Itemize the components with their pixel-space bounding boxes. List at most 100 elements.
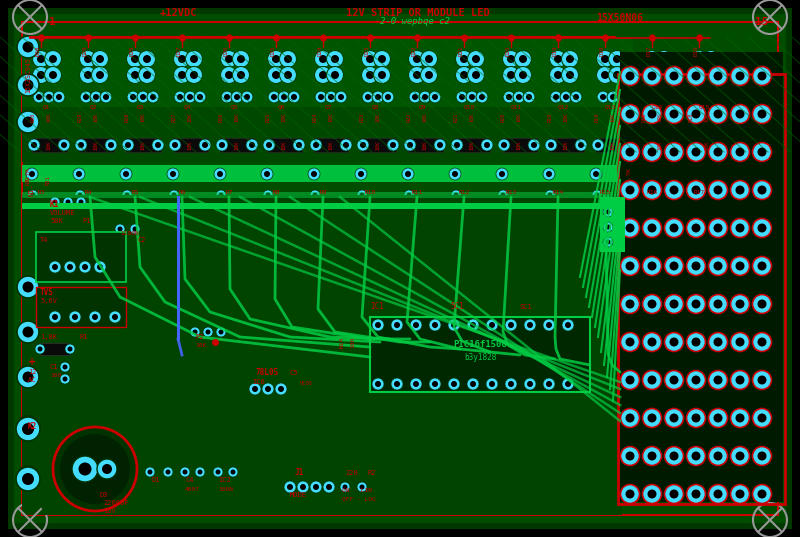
Text: N14: N14 (340, 337, 345, 348)
Circle shape (642, 192, 646, 198)
Text: D29: D29 (82, 45, 87, 55)
Circle shape (595, 142, 601, 148)
Circle shape (709, 294, 727, 314)
Circle shape (102, 464, 112, 474)
Text: 10K: 10K (470, 140, 474, 150)
Circle shape (730, 409, 750, 427)
Circle shape (735, 490, 745, 498)
Circle shape (216, 327, 226, 337)
Circle shape (62, 365, 67, 369)
Circle shape (714, 375, 722, 384)
Text: NI-: NI- (28, 183, 34, 196)
Text: D17: D17 (646, 45, 651, 55)
Circle shape (562, 319, 574, 331)
Circle shape (547, 192, 553, 198)
Circle shape (642, 294, 662, 314)
Circle shape (291, 94, 297, 100)
Text: 2200UF: 2200UF (103, 500, 129, 506)
Circle shape (665, 219, 683, 237)
Circle shape (670, 300, 678, 308)
Circle shape (714, 413, 722, 423)
Circle shape (404, 190, 414, 200)
Circle shape (714, 94, 720, 100)
Circle shape (17, 321, 39, 343)
Circle shape (310, 481, 322, 493)
Circle shape (313, 142, 319, 148)
Text: Q7: Q7 (324, 105, 332, 110)
Circle shape (498, 190, 508, 200)
Text: D30: D30 (35, 45, 41, 55)
Circle shape (195, 467, 205, 477)
Text: 4.7K: 4.7K (26, 166, 30, 182)
Text: 10K: 10K (141, 140, 146, 150)
Text: 10K: 10K (94, 112, 98, 122)
Circle shape (266, 192, 270, 198)
Circle shape (626, 490, 634, 498)
Text: 12V STRIP OR MODULE LED: 12V STRIP OR MODULE LED (346, 8, 490, 18)
Circle shape (758, 452, 766, 461)
Circle shape (711, 91, 723, 103)
Circle shape (665, 294, 683, 314)
Bar (36, 232, 126, 282)
Circle shape (224, 94, 230, 100)
Circle shape (225, 71, 233, 79)
Circle shape (56, 94, 62, 100)
Circle shape (78, 192, 82, 198)
Bar (22, 195, 622, 515)
Circle shape (43, 91, 55, 103)
Circle shape (455, 50, 473, 68)
Circle shape (514, 50, 531, 68)
Circle shape (75, 139, 87, 151)
Circle shape (686, 105, 706, 124)
Circle shape (610, 94, 616, 100)
Circle shape (600, 94, 606, 100)
Text: R31: R31 (46, 175, 51, 185)
Circle shape (171, 192, 177, 198)
Circle shape (691, 490, 701, 498)
Circle shape (335, 91, 347, 103)
Circle shape (50, 197, 60, 207)
Circle shape (22, 281, 34, 293)
Circle shape (597, 50, 614, 68)
Text: R29: R29 (78, 112, 82, 122)
Text: Q13: Q13 (604, 105, 616, 110)
Circle shape (467, 319, 479, 331)
Circle shape (66, 200, 70, 205)
Text: +: + (28, 357, 36, 367)
Circle shape (382, 91, 394, 103)
Text: R24: R24 (313, 112, 318, 122)
Bar (22, 165, 633, 182)
Circle shape (391, 378, 403, 390)
Circle shape (76, 171, 82, 177)
Circle shape (323, 481, 335, 493)
Circle shape (244, 94, 250, 100)
Circle shape (52, 314, 58, 320)
Circle shape (753, 67, 771, 85)
Circle shape (758, 413, 766, 423)
Text: D26: D26 (223, 45, 229, 55)
Text: 100: 100 (50, 373, 62, 378)
Circle shape (405, 171, 411, 177)
Circle shape (267, 67, 285, 83)
Bar (22, 37, 633, 152)
Circle shape (665, 257, 683, 275)
Circle shape (147, 469, 153, 475)
Circle shape (193, 330, 198, 335)
Circle shape (265, 386, 271, 392)
Bar (267, 138, 302, 152)
Text: D22: D22 (411, 45, 417, 55)
Circle shape (343, 142, 349, 148)
Circle shape (626, 223, 634, 233)
Circle shape (690, 50, 707, 68)
Circle shape (758, 337, 766, 346)
Circle shape (508, 322, 514, 328)
Circle shape (607, 91, 619, 103)
Text: R13: R13 (506, 190, 517, 194)
Circle shape (58, 139, 70, 151)
Circle shape (127, 91, 139, 103)
Circle shape (67, 346, 73, 352)
Circle shape (626, 300, 634, 308)
Circle shape (326, 484, 332, 490)
Circle shape (714, 262, 722, 271)
Circle shape (479, 94, 485, 100)
